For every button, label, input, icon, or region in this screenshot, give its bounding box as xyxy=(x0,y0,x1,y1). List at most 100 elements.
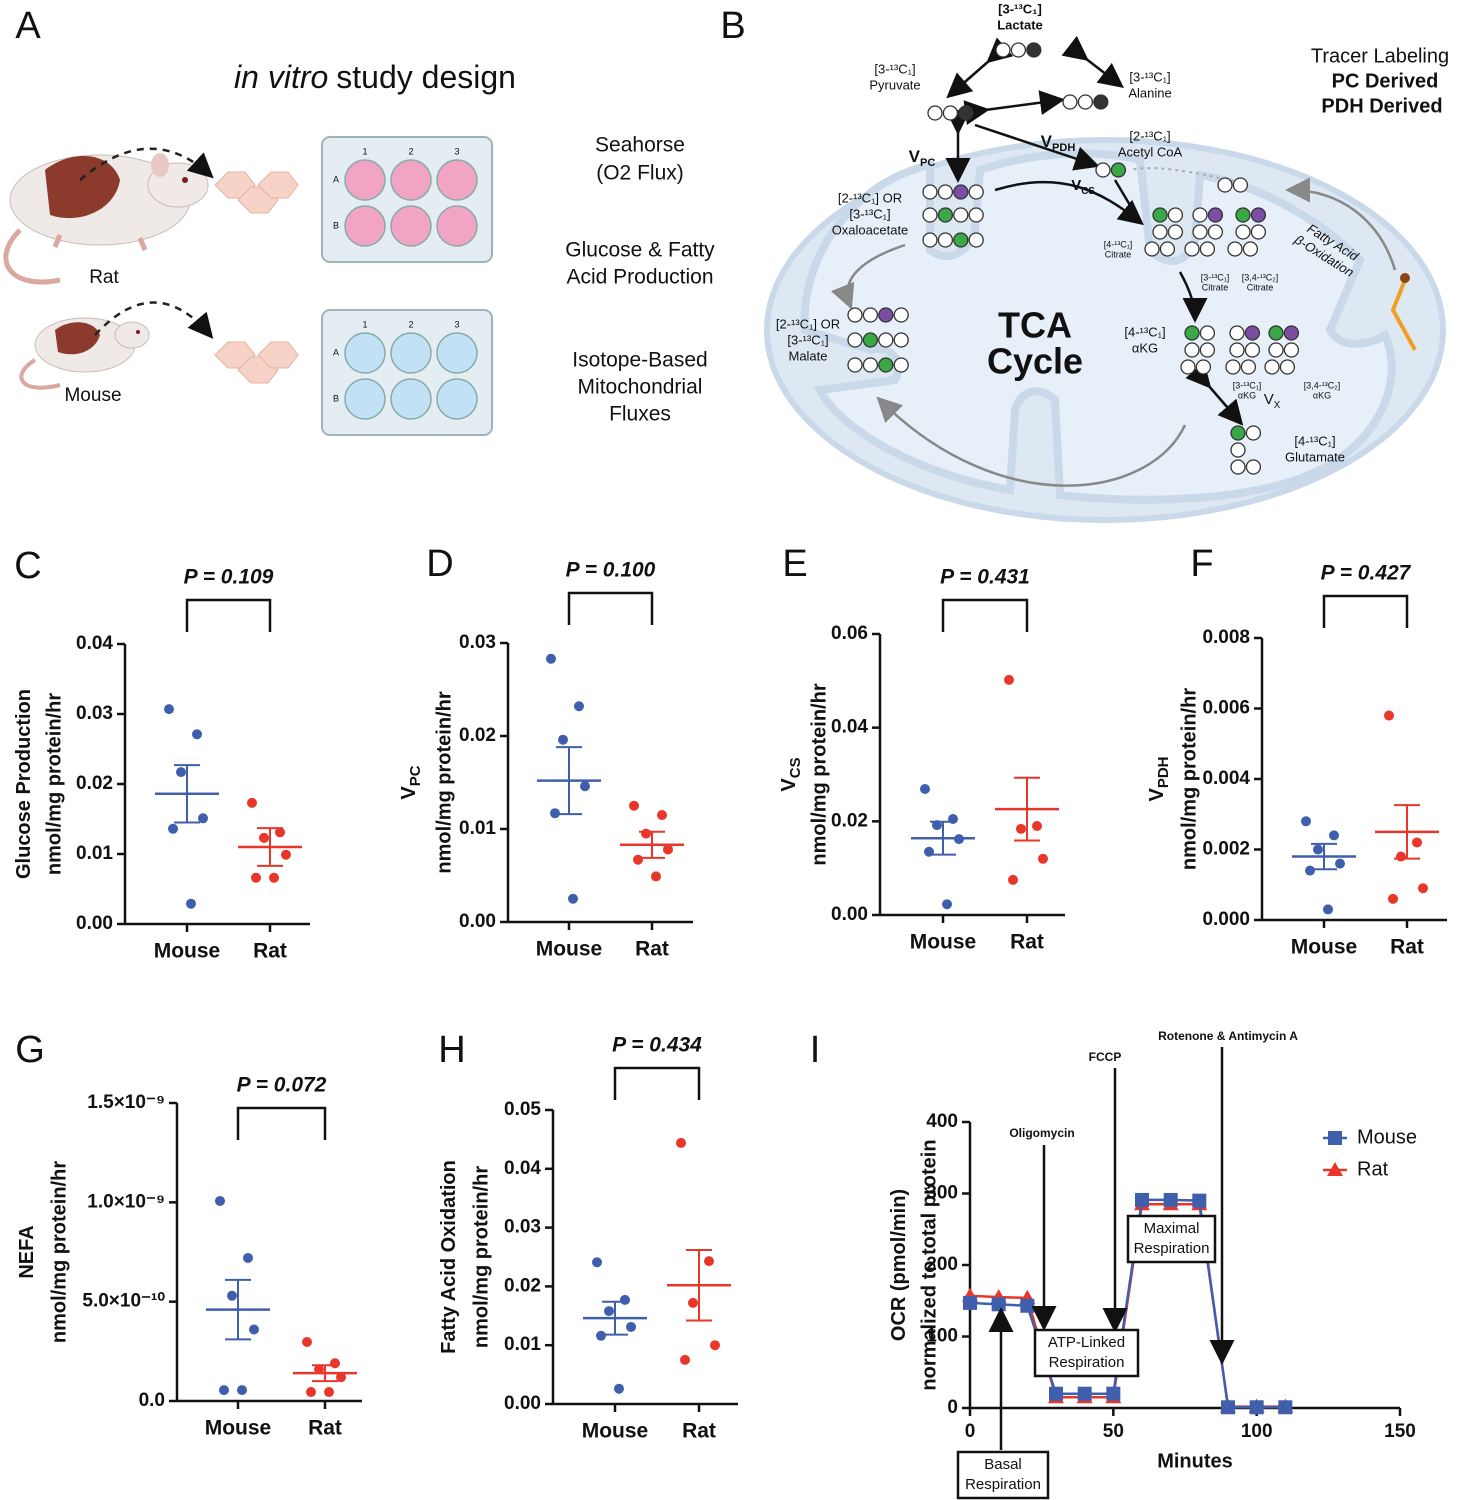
data-point xyxy=(192,729,202,740)
legend-marker xyxy=(1328,1131,1342,1145)
carbon xyxy=(1245,425,1262,441)
data-point xyxy=(1077,1386,1092,1401)
y-axis-unit: nmol/mg protein/hr xyxy=(808,683,830,865)
carbon xyxy=(1264,359,1280,375)
data-point xyxy=(1221,1400,1235,1415)
data-point xyxy=(176,767,186,778)
carbon xyxy=(893,307,909,323)
data-point xyxy=(1032,821,1042,832)
data-point xyxy=(251,872,261,883)
significance-bracket xyxy=(613,1066,701,1100)
plate-row: A xyxy=(333,347,339,357)
y-axis-title: VPDH xyxy=(1146,756,1172,801)
carbon xyxy=(878,307,894,323)
legend-title: Tracer Labeling xyxy=(1311,45,1449,67)
y-axis-unit: normalized to total protein xyxy=(918,1139,940,1390)
carbon xyxy=(968,184,984,200)
flux-label: VCS xyxy=(1071,177,1095,197)
well xyxy=(344,332,386,374)
y-axis-title: Glucose Production xyxy=(13,689,35,879)
title-rest: study design xyxy=(336,59,516,95)
legend-label: Mouse xyxy=(1357,1126,1417,1148)
carbon xyxy=(1010,42,1027,58)
data-point xyxy=(1049,1386,1063,1401)
metabolite: Oxaloacetate xyxy=(832,222,909,237)
data-point xyxy=(306,1387,316,1398)
legend-entry: PC Derived xyxy=(1332,70,1439,92)
panel-letter: H xyxy=(438,1029,465,1071)
x-tick-label: Rat xyxy=(1390,936,1424,959)
flux-label: VX xyxy=(1264,391,1281,411)
y-title-main: V xyxy=(398,786,420,800)
annotation: Respiration xyxy=(1049,1354,1125,1371)
x-axis-title: Minutes xyxy=(1157,1450,1233,1472)
metabolite: [3,4-¹³C₂] xyxy=(1242,272,1279,282)
metabolite: [2-¹³C₁] OR xyxy=(776,316,840,331)
annotation: ATP-Linked xyxy=(1048,1334,1125,1351)
data-point xyxy=(269,872,279,883)
x-tick-label: Rat xyxy=(253,940,287,963)
data-point xyxy=(550,808,560,819)
annotation: Respiration xyxy=(965,1476,1041,1493)
data-point xyxy=(546,653,556,664)
carbon xyxy=(937,207,954,223)
carbon xyxy=(1244,325,1261,341)
flux-v: V xyxy=(1071,177,1081,194)
y-tick-label: 300 xyxy=(926,1183,958,1204)
y-tick-label: 0.006 xyxy=(1202,698,1250,719)
y-axis-title: VCS xyxy=(778,757,804,791)
plate-column: 2 xyxy=(408,319,413,329)
y-title-main: V xyxy=(778,778,800,792)
carbon xyxy=(1283,325,1300,341)
y-title-main: V xyxy=(1146,788,1168,802)
well xyxy=(436,205,478,247)
carbon xyxy=(1184,325,1200,341)
metabolite: Alanine xyxy=(1128,85,1171,100)
sem-bar xyxy=(930,820,956,856)
data-point xyxy=(663,844,673,855)
carbon xyxy=(1240,359,1257,375)
species-label: Mouse xyxy=(64,385,121,406)
y-title-sub: PC xyxy=(407,765,424,786)
species-label: Rat xyxy=(89,267,119,288)
hepatocytes xyxy=(214,171,299,384)
plate-row: A xyxy=(333,174,339,184)
y-tick-label: 0.01 xyxy=(504,1334,541,1355)
x-tick-label: 0 xyxy=(965,1421,976,1442)
data-point xyxy=(1384,710,1394,721)
carbon xyxy=(1199,241,1216,257)
metabolite: αKG xyxy=(1132,340,1158,355)
panel-letter: F xyxy=(1190,543,1213,585)
data-point xyxy=(164,704,174,715)
x-tick-label: Mouse xyxy=(205,1417,272,1440)
metabolite: [3-¹³C₁] xyxy=(849,206,890,221)
sem-bar xyxy=(1311,842,1337,871)
carbon xyxy=(922,184,938,200)
data-point xyxy=(227,1290,237,1301)
significance-bracket xyxy=(567,591,654,625)
data-point xyxy=(1323,904,1333,915)
carbon xyxy=(893,357,909,373)
plate-column: 3 xyxy=(454,319,459,329)
carbon xyxy=(1207,207,1224,223)
annotation-box xyxy=(956,1450,1050,1500)
carbon xyxy=(1230,442,1246,458)
significance-bracket xyxy=(236,1106,327,1140)
annotation-box xyxy=(1126,1214,1217,1264)
carbon xyxy=(862,307,879,323)
data-point xyxy=(259,832,269,843)
carbon xyxy=(1235,207,1251,223)
x-tick-label: Rat xyxy=(1010,931,1044,954)
carbon xyxy=(958,105,974,121)
data-point xyxy=(604,1306,614,1317)
y-title-main: Fatty Acid Oxidation xyxy=(438,1160,460,1354)
well xyxy=(436,332,478,374)
metabolite: αKG xyxy=(1313,390,1331,400)
flux-sub: PC xyxy=(920,157,935,169)
metabolite: [3-¹³C₁] xyxy=(1129,69,1170,84)
metabolite: [3-¹³C₁] xyxy=(787,332,828,347)
data-point xyxy=(1335,858,1345,869)
data-point xyxy=(1396,851,1406,862)
y-tick-label: 0.002 xyxy=(1202,839,1250,860)
sem-bar xyxy=(686,1248,712,1322)
